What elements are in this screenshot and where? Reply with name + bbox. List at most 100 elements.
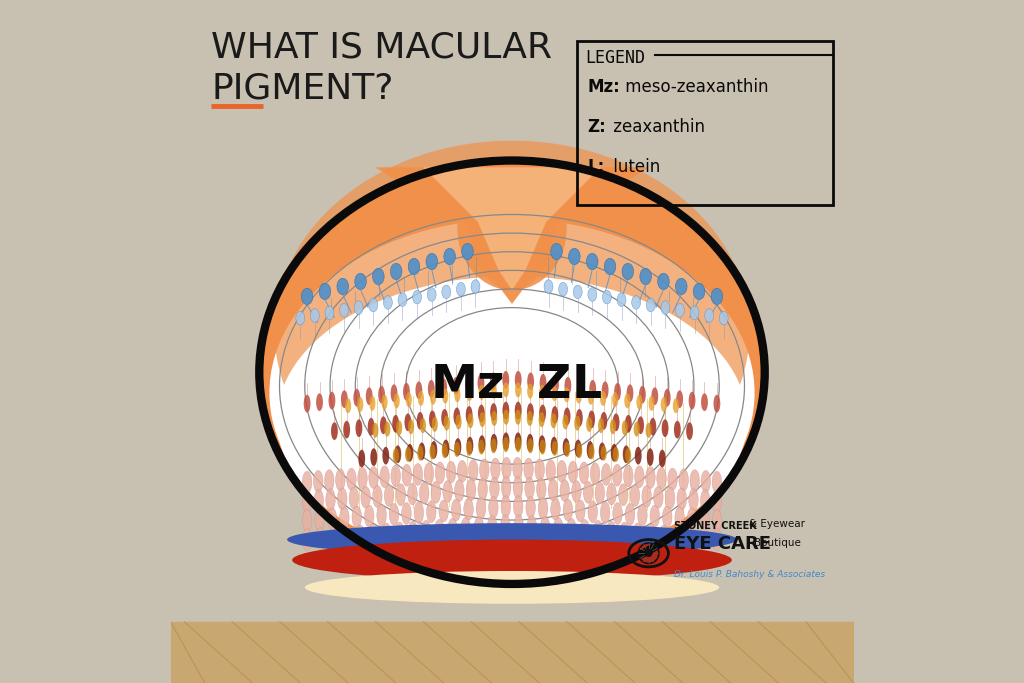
Ellipse shape	[635, 466, 644, 488]
Ellipse shape	[622, 421, 628, 436]
Text: Dr. Louis P. Bahoshy & Associates: Dr. Louis P. Bahoshy & Associates	[674, 570, 825, 579]
Ellipse shape	[478, 435, 485, 453]
Ellipse shape	[588, 501, 597, 522]
Ellipse shape	[371, 448, 377, 466]
Text: lutein: lutein	[607, 158, 659, 176]
Ellipse shape	[602, 381, 608, 399]
Ellipse shape	[478, 404, 484, 422]
Ellipse shape	[656, 467, 667, 489]
Ellipse shape	[600, 391, 606, 406]
Ellipse shape	[712, 529, 722, 550]
Ellipse shape	[571, 481, 582, 503]
Ellipse shape	[515, 402, 521, 419]
Ellipse shape	[657, 273, 670, 290]
Ellipse shape	[711, 288, 723, 305]
Text: PIGMENT?: PIGMENT?	[212, 72, 394, 106]
Ellipse shape	[368, 418, 375, 436]
Ellipse shape	[395, 522, 404, 544]
Ellipse shape	[373, 486, 382, 507]
Ellipse shape	[637, 395, 643, 410]
Ellipse shape	[526, 411, 532, 426]
Ellipse shape	[638, 504, 647, 526]
Ellipse shape	[369, 466, 378, 488]
Ellipse shape	[640, 268, 651, 285]
Ellipse shape	[343, 421, 350, 438]
Ellipse shape	[398, 293, 407, 307]
Ellipse shape	[302, 510, 312, 531]
Ellipse shape	[501, 515, 510, 537]
Ellipse shape	[503, 402, 509, 419]
Ellipse shape	[551, 498, 560, 520]
Ellipse shape	[503, 382, 509, 398]
Ellipse shape	[625, 393, 631, 408]
Ellipse shape	[346, 468, 356, 490]
Ellipse shape	[274, 141, 750, 522]
Ellipse shape	[413, 290, 422, 304]
Ellipse shape	[390, 263, 402, 279]
Ellipse shape	[674, 421, 681, 438]
Ellipse shape	[466, 386, 472, 401]
Text: Mz:: Mz:	[587, 79, 620, 96]
Ellipse shape	[559, 282, 567, 296]
Text: zeaxanthin: zeaxanthin	[607, 118, 705, 136]
Ellipse shape	[315, 528, 325, 550]
Ellipse shape	[586, 417, 592, 432]
Ellipse shape	[577, 443, 583, 458]
Ellipse shape	[331, 422, 338, 440]
Ellipse shape	[391, 465, 400, 487]
Ellipse shape	[540, 439, 546, 454]
Ellipse shape	[478, 439, 484, 454]
Ellipse shape	[646, 466, 655, 488]
Text: EYE CARE: EYE CARE	[674, 535, 771, 553]
Ellipse shape	[676, 278, 687, 294]
Ellipse shape	[455, 387, 461, 402]
Ellipse shape	[673, 526, 682, 548]
Ellipse shape	[527, 516, 537, 538]
Ellipse shape	[419, 443, 425, 460]
Ellipse shape	[490, 434, 498, 451]
Ellipse shape	[489, 372, 497, 390]
Ellipse shape	[564, 377, 571, 395]
Ellipse shape	[370, 395, 376, 410]
Ellipse shape	[618, 484, 628, 505]
Ellipse shape	[408, 419, 414, 434]
Ellipse shape	[406, 392, 412, 407]
Ellipse shape	[467, 413, 473, 428]
Ellipse shape	[427, 501, 436, 522]
Ellipse shape	[302, 471, 312, 493]
Ellipse shape	[527, 384, 534, 399]
Ellipse shape	[380, 417, 387, 434]
Ellipse shape	[325, 306, 334, 320]
Ellipse shape	[513, 496, 523, 518]
Ellipse shape	[442, 440, 450, 458]
Ellipse shape	[639, 386, 646, 404]
Ellipse shape	[607, 483, 616, 505]
Ellipse shape	[651, 387, 658, 405]
Ellipse shape	[664, 389, 671, 406]
Ellipse shape	[513, 458, 522, 479]
Ellipse shape	[660, 397, 667, 412]
Ellipse shape	[458, 460, 467, 482]
Ellipse shape	[689, 489, 698, 511]
Ellipse shape	[373, 423, 379, 438]
Ellipse shape	[369, 524, 378, 546]
Ellipse shape	[490, 384, 497, 399]
Ellipse shape	[551, 436, 557, 454]
Ellipse shape	[484, 167, 540, 290]
Ellipse shape	[689, 392, 695, 410]
Text: Boutique: Boutique	[755, 538, 802, 548]
Ellipse shape	[467, 436, 473, 454]
Ellipse shape	[677, 488, 686, 510]
Ellipse shape	[336, 469, 345, 491]
Ellipse shape	[442, 389, 449, 404]
Ellipse shape	[566, 518, 577, 540]
Ellipse shape	[563, 408, 570, 426]
Ellipse shape	[382, 523, 391, 545]
Ellipse shape	[701, 471, 711, 492]
Ellipse shape	[598, 418, 604, 433]
Ellipse shape	[617, 293, 626, 307]
Text: L:: L:	[587, 158, 604, 176]
Ellipse shape	[417, 445, 423, 460]
Ellipse shape	[406, 447, 412, 462]
Ellipse shape	[435, 462, 444, 484]
